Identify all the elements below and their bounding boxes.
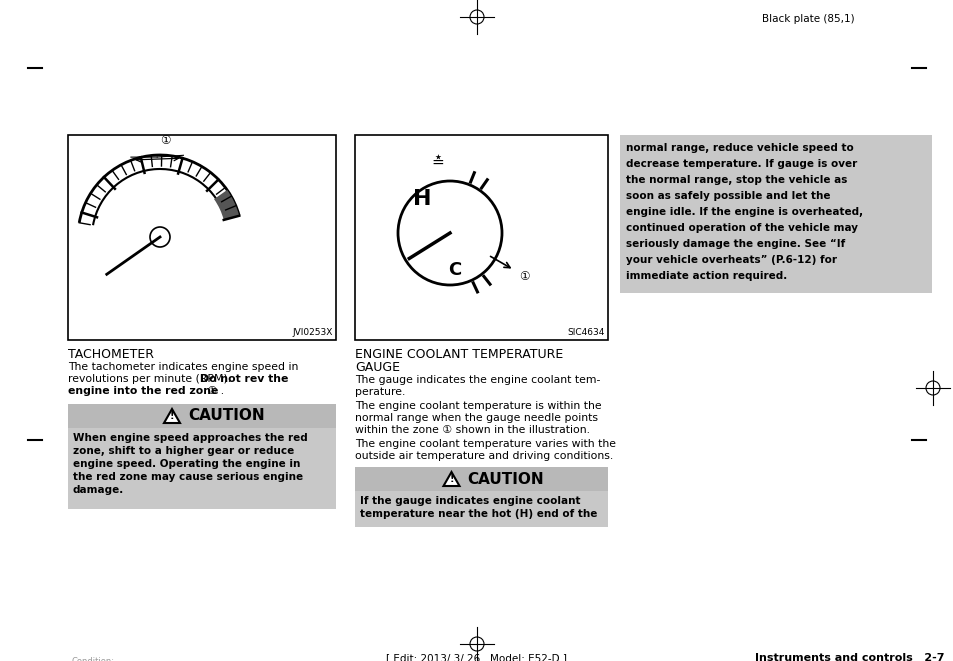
Text: CAUTION: CAUTION bbox=[188, 408, 264, 424]
Text: GAUGE: GAUGE bbox=[355, 361, 399, 374]
Text: ≛: ≛ bbox=[431, 155, 444, 171]
Polygon shape bbox=[443, 472, 459, 486]
Text: TACHOMETER: TACHOMETER bbox=[68, 348, 153, 361]
Polygon shape bbox=[164, 409, 180, 423]
Text: perature.: perature. bbox=[355, 387, 405, 397]
Text: the normal range, stop the vehicle as: the normal range, stop the vehicle as bbox=[625, 175, 846, 185]
Text: seriously damage the engine. See “If: seriously damage the engine. See “If bbox=[625, 239, 844, 249]
Text: temperature near the hot (H) end of the: temperature near the hot (H) end of the bbox=[359, 509, 597, 519]
Text: H: H bbox=[413, 189, 431, 209]
Text: SIC4634: SIC4634 bbox=[567, 328, 604, 337]
Text: normal range when the gauge needle points: normal range when the gauge needle point… bbox=[355, 413, 598, 423]
Text: [ Edit: 2013/ 3/ 26   Model: E52-D ]: [ Edit: 2013/ 3/ 26 Model: E52-D ] bbox=[386, 653, 567, 661]
Text: The engine coolant temperature is within the: The engine coolant temperature is within… bbox=[355, 401, 601, 411]
Text: within the zone ① shown in the illustration.: within the zone ① shown in the illustrat… bbox=[355, 425, 589, 435]
Text: CAUTION: CAUTION bbox=[467, 471, 543, 486]
Text: If the gauge indicates engine coolant: If the gauge indicates engine coolant bbox=[359, 496, 579, 506]
Text: decrease temperature. If gauge is over: decrease temperature. If gauge is over bbox=[625, 159, 857, 169]
Text: C: C bbox=[448, 261, 461, 279]
Text: !: ! bbox=[449, 474, 454, 484]
Text: Do not rev the: Do not rev the bbox=[200, 374, 288, 384]
Text: The tachometer indicates engine speed in: The tachometer indicates engine speed in bbox=[68, 362, 298, 372]
Bar bbox=[619, 135, 931, 293]
Text: damage.: damage. bbox=[73, 485, 124, 495]
Text: engine idle. If the engine is overheated,: engine idle. If the engine is overheated… bbox=[625, 207, 862, 217]
Text: ①: ① bbox=[159, 134, 170, 147]
Bar bbox=[68, 135, 335, 340]
Text: Instruments and controls   2-7: Instruments and controls 2-7 bbox=[754, 653, 943, 661]
Wedge shape bbox=[213, 190, 239, 220]
Text: !: ! bbox=[170, 411, 174, 421]
Text: normal range, reduce vehicle speed to: normal range, reduce vehicle speed to bbox=[625, 143, 853, 153]
Text: ENGINE COOLANT TEMPERATURE: ENGINE COOLANT TEMPERATURE bbox=[355, 348, 562, 361]
Text: Black plate (85,1): Black plate (85,1) bbox=[761, 14, 854, 24]
Text: revolutions per minute (RPM).: revolutions per minute (RPM). bbox=[68, 374, 234, 384]
Bar bbox=[355, 467, 607, 491]
Text: zone, shift to a higher gear or reduce: zone, shift to a higher gear or reduce bbox=[73, 446, 294, 456]
Text: ① .: ① . bbox=[204, 386, 224, 396]
Text: the red zone may cause serious engine: the red zone may cause serious engine bbox=[73, 472, 303, 482]
Text: immediate action required.: immediate action required. bbox=[625, 271, 786, 281]
Bar bbox=[68, 404, 335, 509]
Text: engine into the red zone: engine into the red zone bbox=[68, 386, 218, 396]
Text: ①: ① bbox=[518, 270, 529, 282]
Text: continued operation of the vehicle may: continued operation of the vehicle may bbox=[625, 223, 857, 233]
Bar bbox=[68, 404, 335, 428]
Text: soon as safely possible and let the: soon as safely possible and let the bbox=[625, 191, 830, 201]
Bar bbox=[355, 467, 607, 527]
Text: The engine coolant temperature varies with the: The engine coolant temperature varies wi… bbox=[355, 439, 616, 449]
Text: outside air temperature and driving conditions.: outside air temperature and driving cond… bbox=[355, 451, 613, 461]
Text: engine speed. Operating the engine in: engine speed. Operating the engine in bbox=[73, 459, 300, 469]
Text: Condition:: Condition: bbox=[71, 657, 115, 661]
Text: When engine speed approaches the red: When engine speed approaches the red bbox=[73, 433, 308, 443]
Bar bbox=[355, 135, 607, 340]
Text: JVI0253X: JVI0253X bbox=[293, 328, 333, 337]
Text: The gauge indicates the engine coolant tem-: The gauge indicates the engine coolant t… bbox=[355, 375, 599, 385]
Text: your vehicle overheats” (P.6-12) for: your vehicle overheats” (P.6-12) for bbox=[625, 255, 836, 265]
